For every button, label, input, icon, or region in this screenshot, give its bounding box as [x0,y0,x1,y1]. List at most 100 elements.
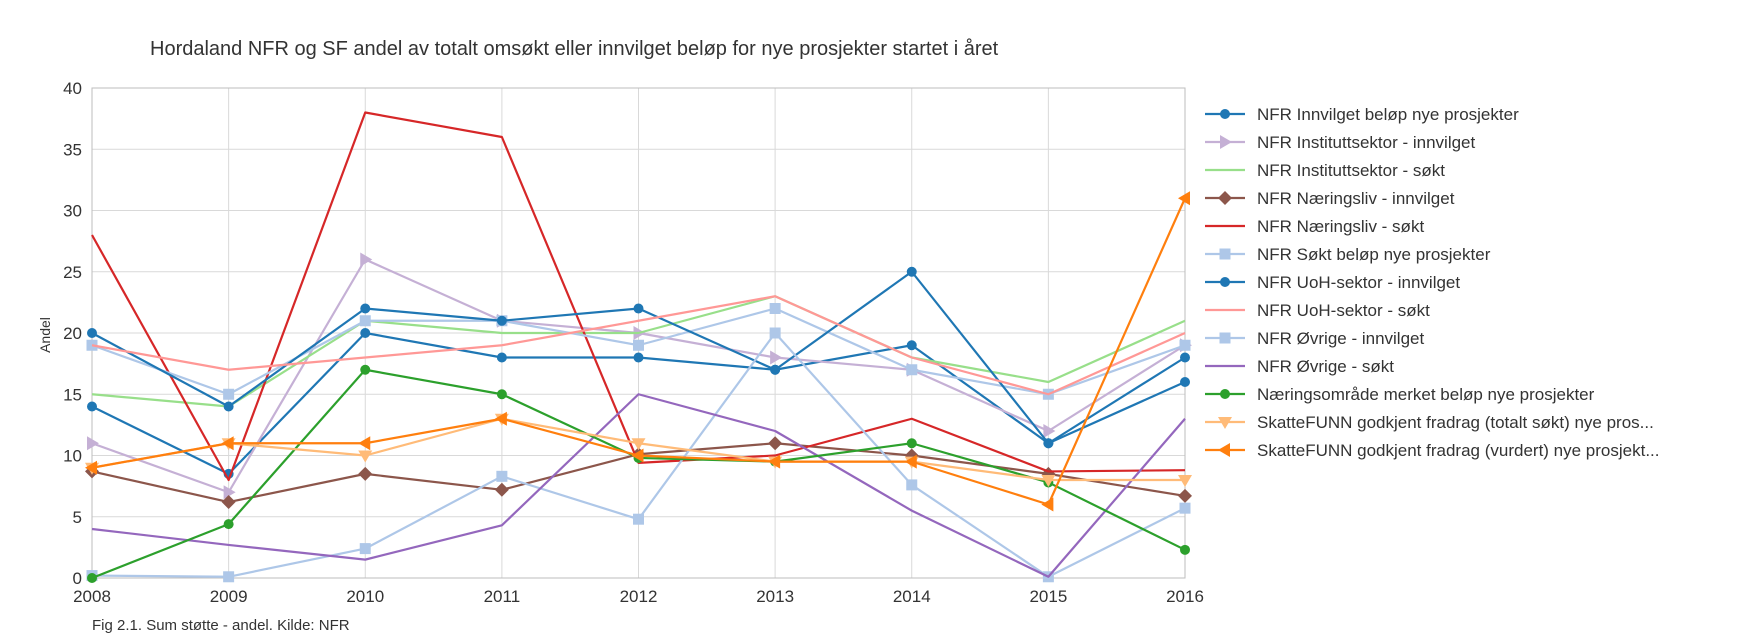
data-point [496,470,508,482]
data-point [496,315,507,326]
legend-swatch-marker [1218,443,1230,457]
legend-item: NFR Instituttsektor - innvilget [1205,133,1476,152]
data-point [494,482,509,497]
data-point [496,389,507,400]
data-point [1179,339,1191,351]
data-point [631,438,646,451]
y-tick-label: 40 [63,79,82,98]
figure-caption: Fig 2.1. Sum støtte - andel. Kilde: NFR [92,617,350,634]
legend-label: NFR UoH-sektor - søkt [1257,301,1430,320]
data-point [223,485,236,500]
data-point [1180,544,1190,555]
data-point [360,328,371,338]
legend-item: NFR UoH-sektor - søkt [1205,301,1430,320]
legend-label: SkatteFUNN godkjent fradrag (vurdert) ny… [1257,441,1660,460]
x-tick-label: 2012 [620,587,658,606]
legend: NFR Innvilget beløp nye prosjekter NFR In… [1205,105,1660,460]
data-point [768,454,781,469]
data-point [360,303,371,314]
chart-title: Hordaland NFR og SF andel av totalt omsø… [150,38,999,60]
data-point [633,513,644,525]
legend-label: NFR Innvilget beløp nye prosjekter [1257,105,1519,124]
series-9 [86,327,1191,583]
legend-swatch-marker [1220,109,1230,119]
data-point [223,401,234,412]
x-tick-label: 2013 [756,587,794,606]
data-point [904,454,917,469]
legend-label: NFR UoH-sektor - innvilget [1257,273,1460,292]
x-tick-label: 2008 [73,587,111,606]
legend-label: NFR Øvrige - innvilget [1257,329,1424,348]
data-point [1180,352,1190,363]
legend-item: SkatteFUNN godkjent fradrag (totalt søkt… [1205,413,1654,432]
data-point [633,303,644,314]
y-axis-label: Andel [37,317,53,353]
series-7 [87,266,1190,449]
legend-swatch-marker [1219,332,1231,344]
series-8 [91,295,1186,396]
x-tick-label: 2009 [210,587,248,606]
data-point [87,328,97,338]
data-point [87,401,97,412]
data-point [1179,502,1191,514]
data-point [1043,438,1054,449]
data-point [633,352,644,363]
data-point [768,436,783,451]
legend-label: NFR Næringsliv - søkt [1257,217,1424,236]
data-point [360,252,373,267]
data-point [359,543,371,555]
legend-item: NFR Næringsliv - søkt [1205,217,1424,236]
data-point [1041,497,1054,512]
series-10 [91,393,1186,578]
series-13 [85,191,1190,512]
data-point [358,466,373,481]
y-axis-ticks: 0 5 10 15 20 25 30 35 40 [63,79,82,588]
x-tick-label: 2010 [346,587,384,606]
data-point [360,364,371,375]
legend-swatch-marker [1220,277,1230,287]
legend-swatch-marker [1218,417,1232,429]
data-point [631,448,644,463]
legend-label: NFR Instituttsektor - søkt [1257,161,1445,180]
legend-label: Næringsområde merket beløp nye prosjekte… [1257,385,1595,404]
y-tick-label: 5 [73,508,82,527]
data-point [1178,191,1190,206]
legend-label: SkatteFUNN godkjent fradrag (totalt søkt… [1257,413,1654,432]
data-point [1178,488,1192,503]
x-tick-label: 2016 [1166,587,1204,606]
x-tick-label: 2014 [893,587,931,606]
data-point [221,495,236,510]
x-axis-ticks: 2008 2009 2010 2011 2012 2013 2014 2015 2016 [73,587,1204,606]
data-point [906,438,917,449]
data-point [1041,475,1056,487]
data-point [1043,424,1056,438]
data-point [85,460,97,475]
data-point [494,411,507,426]
data-point [906,266,917,277]
data-point [769,303,781,314]
data-point [87,573,97,583]
legend-label: NFR Instituttsektor - innvilget [1257,133,1476,152]
legend-item: NFR Søkt beløp nye prosjekter [1205,245,1491,264]
data-point [496,352,507,363]
legend-item: Næringsområde merket beløp nye prosjekte… [1205,385,1595,404]
data-point [358,450,373,463]
series-line [91,393,1186,578]
x-tick-label: 2015 [1029,587,1067,606]
y-tick-label: 20 [63,324,82,343]
legend-item: NFR Næringsliv - innvilget [1205,189,1455,208]
data-point [906,340,917,351]
legend-item: NFR Øvrige - innvilget [1205,329,1424,348]
y-tick-label: 0 [73,569,82,588]
legend-item: NFR UoH-sektor - innvilget [1205,273,1460,292]
series-3 [91,295,1186,408]
y-tick-label: 25 [63,263,82,282]
series-line [91,295,1186,408]
y-tick-label: 15 [63,385,82,404]
legend-swatch-marker [1219,248,1231,260]
data-point [906,479,918,491]
data-point [358,436,371,451]
data-point [221,436,234,451]
legend-label: NFR Næringsliv - innvilget [1257,189,1455,208]
